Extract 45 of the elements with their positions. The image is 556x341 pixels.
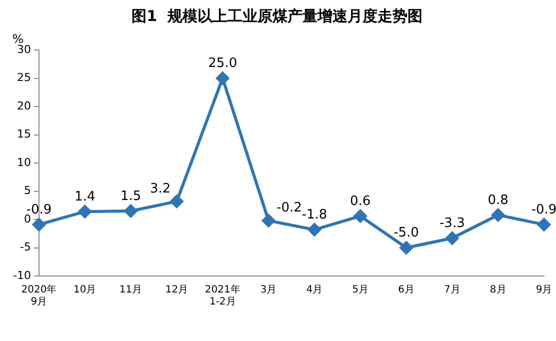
y-tick-label: 0	[24, 212, 31, 226]
data-label: 1.5	[120, 188, 142, 204]
x-tick-label: 10月	[74, 284, 96, 296]
point	[538, 218, 550, 232]
data-label: -1.8	[302, 208, 328, 223]
data-label: 25.0	[208, 56, 238, 72]
data-label: 0.8	[488, 192, 508, 208]
x-tick-label: 9月	[536, 284, 552, 296]
point	[492, 208, 505, 222]
point	[170, 194, 184, 208]
x-tick-label: 2021年 1-2月	[204, 284, 240, 308]
point	[400, 241, 413, 254]
data-label: 1.4	[74, 189, 96, 204]
x-tick-label: 6月	[398, 284, 414, 296]
x-tick-label: 7月	[444, 284, 460, 296]
y-tick-label: -10	[13, 268, 31, 282]
data-label: -0.9	[531, 202, 556, 218]
x-tick-label: 4月	[306, 284, 323, 296]
data-label: -5.0	[394, 226, 419, 241]
point	[216, 72, 230, 85]
point	[124, 204, 138, 218]
y-tick-label: 20	[16, 99, 31, 112]
data-label: 0.6	[350, 194, 371, 209]
y-tick-label: 10	[16, 156, 31, 169]
data-label: 3.2	[150, 181, 171, 196]
point	[32, 218, 46, 232]
point	[308, 223, 321, 236]
point	[354, 210, 367, 223]
x-tick-label: 5月	[352, 284, 369, 296]
point	[446, 232, 459, 245]
x-tick-label: 2020年 9月	[21, 284, 57, 308]
point	[78, 205, 92, 218]
x-tick-label: 12月	[165, 284, 188, 296]
y-tick-label: 5	[24, 184, 31, 198]
y-tick-label: -5	[20, 240, 31, 254]
x-tick-label: 11月	[119, 284, 142, 296]
y-tick-label: 15	[16, 128, 31, 141]
chart-title: 图1 规模以上工业原煤产量增速月度走势图	[132, 6, 422, 25]
x-tick-label: 3月	[260, 284, 277, 296]
y-tick-label: 25	[16, 71, 31, 84]
point	[262, 214, 276, 228]
y-tick-label: 30	[16, 42, 31, 56]
data-label: -3.3	[439, 216, 465, 232]
data-label: -0.2	[276, 200, 302, 216]
x-tick-label: 8月	[490, 284, 506, 296]
